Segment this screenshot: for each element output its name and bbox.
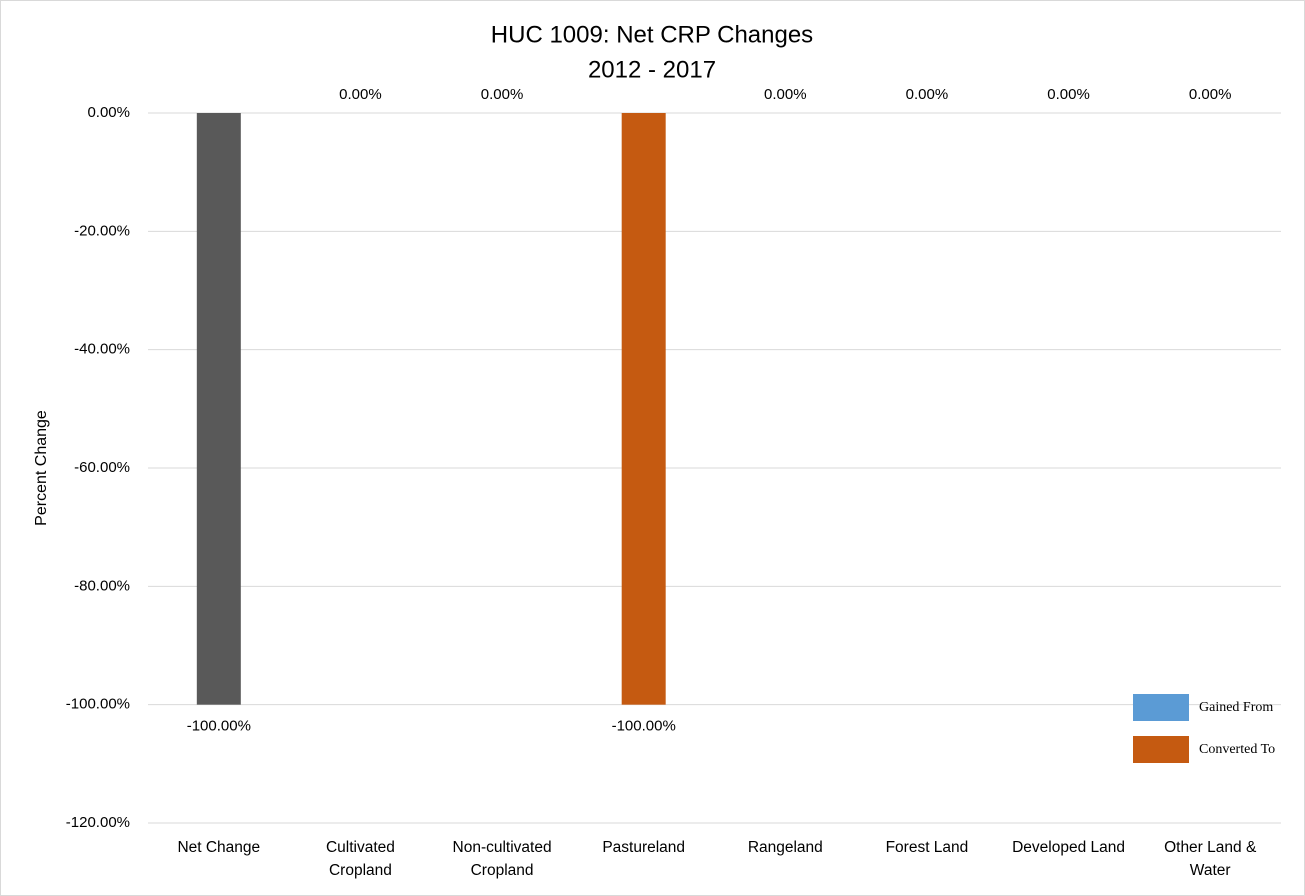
legend-label: Converted To bbox=[1199, 742, 1275, 757]
y-tick-label: -80.00% bbox=[74, 577, 130, 594]
x-tick-label: Forest Land bbox=[885, 839, 969, 856]
data-label: 0.00% bbox=[1189, 86, 1232, 103]
y-tick-label: -20.00% bbox=[74, 222, 130, 239]
bar bbox=[621, 113, 666, 705]
legend-swatch bbox=[1133, 736, 1189, 763]
x-tick-label: Non-cultivated Cropland bbox=[452, 839, 552, 879]
x-tick-label: Other Land & Water bbox=[1164, 839, 1257, 879]
data-label: 0.00% bbox=[764, 86, 807, 103]
data-label: 0.00% bbox=[339, 86, 382, 103]
data-label: 0.00% bbox=[1047, 86, 1090, 103]
y-tick-label: -120.00% bbox=[66, 814, 130, 831]
y-tick-label: 0.00% bbox=[87, 104, 130, 121]
data-label: -100.00% bbox=[612, 718, 676, 735]
data-label: -100.00% bbox=[187, 718, 251, 735]
bar bbox=[196, 113, 241, 705]
y-tick-label: -60.00% bbox=[74, 459, 130, 476]
y-tick-label: -100.00% bbox=[66, 696, 130, 713]
legend-swatch bbox=[1133, 694, 1189, 721]
y-tick-label: -40.00% bbox=[74, 341, 130, 358]
x-tick-label: Net Change bbox=[177, 839, 261, 856]
x-tick-label: Cultivated Cropland bbox=[325, 839, 395, 879]
data-label: 0.00% bbox=[481, 86, 524, 103]
y-axis-title: Percent Change bbox=[33, 410, 50, 526]
chart-subtitle: 2012 - 2017 bbox=[588, 56, 716, 83]
x-tick-label: Pastureland bbox=[602, 839, 686, 856]
chart-title: HUC 1009: Net CRP Changes bbox=[491, 21, 813, 48]
legend-label: Gained From bbox=[1199, 700, 1273, 715]
data-label: 0.00% bbox=[906, 86, 949, 103]
x-tick-label: Developed Land bbox=[1012, 839, 1126, 856]
x-tick-label: Rangeland bbox=[747, 839, 823, 856]
